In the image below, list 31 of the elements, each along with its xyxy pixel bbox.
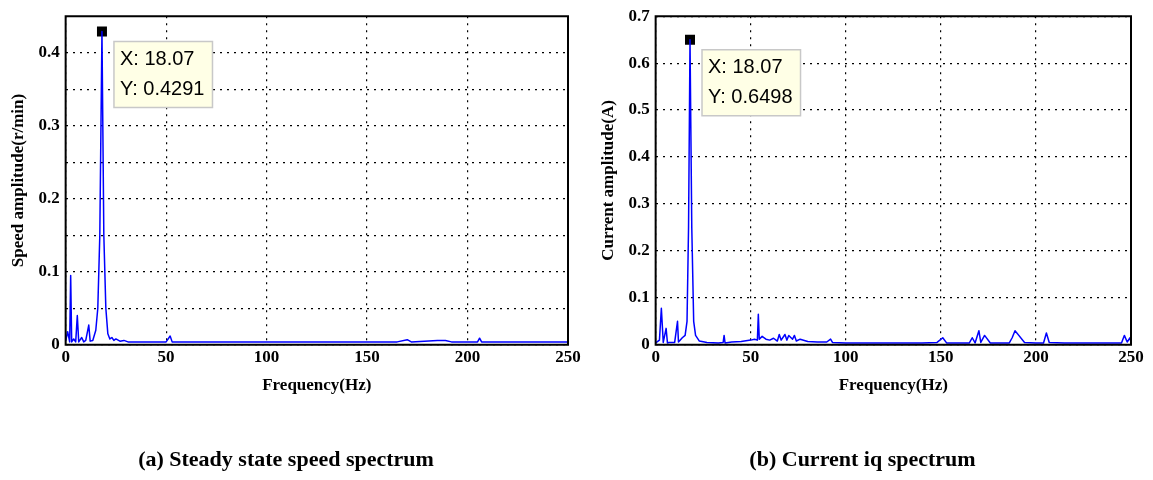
y-tick-label: 0.4: [38, 42, 61, 62]
y-tick-label: 0.4: [628, 146, 651, 166]
x-tick-label: 50: [157, 347, 175, 367]
x-tick-label: 200: [454, 347, 481, 367]
x-tick-label: 200: [1023, 347, 1049, 367]
x-tick-label: 50: [742, 347, 760, 367]
x-tick-label: 100: [833, 347, 859, 367]
x-axis-title: Frequency(Hz): [262, 374, 372, 394]
annotation: X: 18.07 Y: 0.6498: [708, 55, 793, 108]
y-tick-label: 0.1: [38, 261, 60, 281]
x-tick-label: 250: [1118, 347, 1144, 367]
y-tick-label: 0.3: [628, 193, 650, 213]
y-tick-label: 0: [51, 334, 60, 354]
x-tick-label: 250: [555, 347, 581, 367]
y-tick-label: 0.3: [38, 115, 60, 135]
x-axis-title: Frequency(Hz): [838, 374, 948, 394]
y-axis-title: Current amplitude(A): [597, 100, 617, 261]
x-tick-label: 100: [253, 347, 280, 367]
y-axis-title: Speed amplitude(r/min): [7, 93, 27, 268]
x-tick-label: 150: [928, 347, 954, 367]
text: (b) Current iq spectrum: [749, 446, 976, 472]
y-tick-label: 0: [641, 334, 650, 354]
text: (a) Steady state speed spectrum: [138, 446, 434, 472]
y-tick-label: 0.7: [628, 5, 651, 25]
y-tick-label: 0.2: [38, 188, 60, 208]
y-tick-label: 0.6: [628, 52, 650, 72]
x-tick-label: 150: [354, 347, 380, 367]
y-tick-label: 0.5: [628, 99, 650, 119]
y-tick-label: 0.1: [628, 287, 650, 307]
annotation: X: 18.07 Y: 0.4291: [119, 46, 205, 99]
y-tick-label: 0.2: [628, 240, 650, 260]
